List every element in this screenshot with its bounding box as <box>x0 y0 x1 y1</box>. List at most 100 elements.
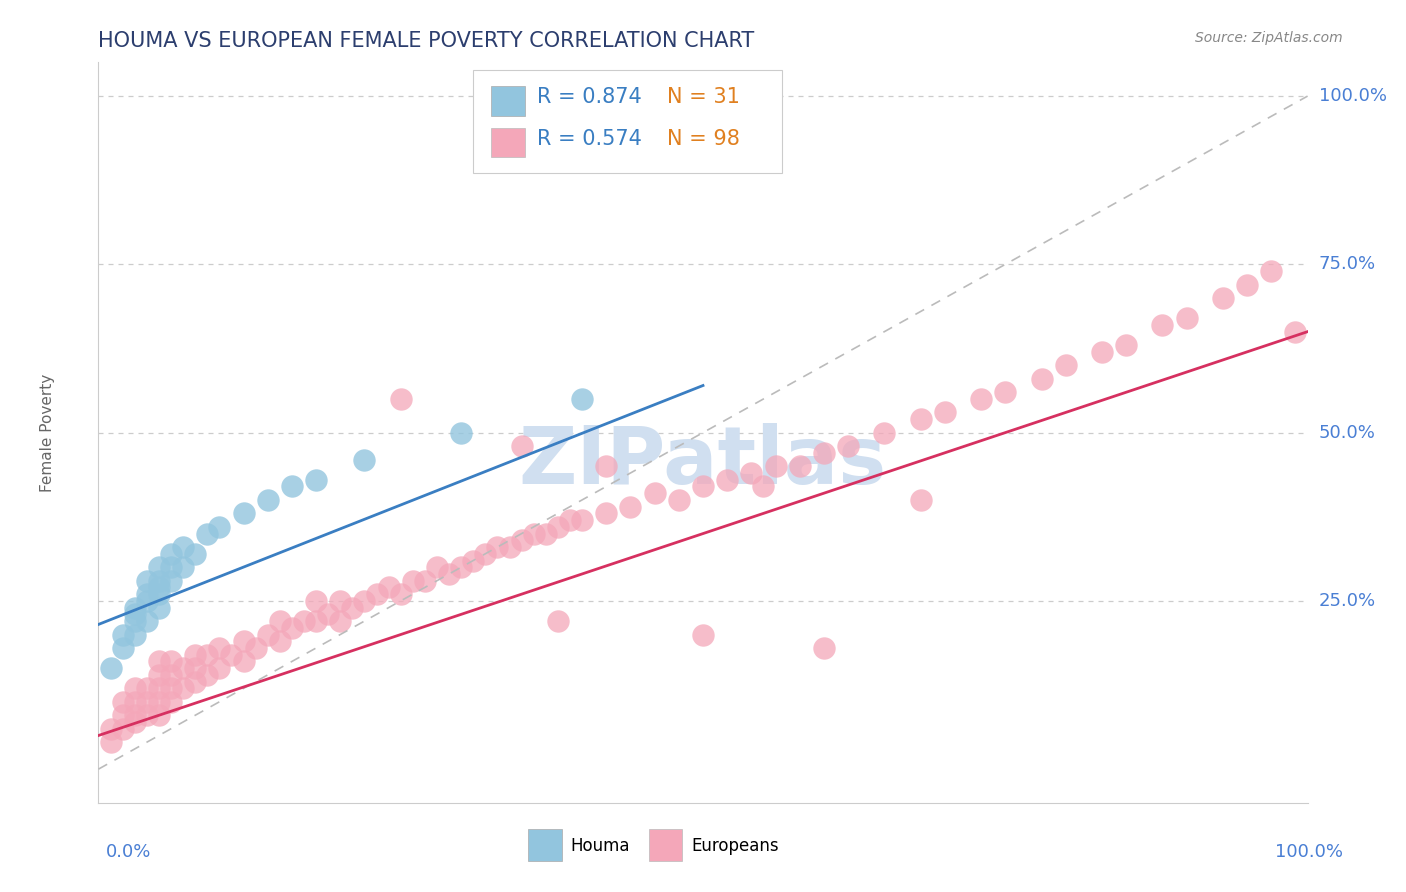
Point <box>1054 359 1077 373</box>
Point <box>305 594 328 608</box>
Point <box>510 439 533 453</box>
Point <box>124 627 146 641</box>
Point <box>148 695 170 709</box>
Point <box>316 607 339 622</box>
Point <box>571 513 593 527</box>
Point <box>184 547 207 561</box>
Point <box>195 668 218 682</box>
Point <box>523 526 546 541</box>
Point <box>305 614 328 628</box>
Point <box>389 392 412 406</box>
Point <box>281 621 304 635</box>
Point <box>716 473 738 487</box>
Point <box>269 614 291 628</box>
Point <box>256 627 278 641</box>
Text: 0.0%: 0.0% <box>105 843 150 861</box>
Point <box>160 681 183 696</box>
Point <box>1236 277 1258 292</box>
Point <box>377 581 399 595</box>
Point <box>547 614 569 628</box>
Text: R = 0.574: R = 0.574 <box>537 128 643 149</box>
Point <box>135 681 157 696</box>
Point <box>1091 344 1114 359</box>
Point <box>208 661 231 675</box>
Text: 75.0%: 75.0% <box>1319 255 1376 273</box>
Point <box>813 446 835 460</box>
Point <box>402 574 425 588</box>
Point <box>619 500 641 514</box>
Text: N = 98: N = 98 <box>666 128 740 149</box>
Point <box>221 648 243 662</box>
Bar <box>648 830 682 861</box>
Point <box>1031 372 1053 386</box>
Point <box>837 439 859 453</box>
Point <box>172 681 194 696</box>
Point <box>413 574 436 588</box>
FancyBboxPatch shape <box>474 70 782 173</box>
Point <box>195 648 218 662</box>
Point <box>148 708 170 723</box>
Point <box>232 507 254 521</box>
Text: Europeans: Europeans <box>690 837 779 855</box>
Point <box>789 459 811 474</box>
Point <box>558 513 581 527</box>
Bar <box>527 830 561 861</box>
Point <box>160 547 183 561</box>
Point <box>437 566 460 581</box>
Text: R = 0.874: R = 0.874 <box>537 87 643 107</box>
Point <box>148 560 170 574</box>
Text: 100.0%: 100.0% <box>1319 87 1386 105</box>
Point <box>353 594 375 608</box>
Point <box>184 674 207 689</box>
Point <box>245 640 267 655</box>
Text: ZIPatlas: ZIPatlas <box>519 423 887 501</box>
Point <box>111 640 134 655</box>
Point <box>910 412 932 426</box>
Point <box>934 405 956 419</box>
Point <box>668 492 690 507</box>
Point <box>124 600 146 615</box>
Point <box>1260 264 1282 278</box>
Point <box>172 560 194 574</box>
Text: HOUMA VS EUROPEAN FEMALE POVERTY CORRELATION CHART: HOUMA VS EUROPEAN FEMALE POVERTY CORRELA… <box>98 31 755 51</box>
Point <box>135 695 157 709</box>
Point <box>486 540 509 554</box>
Point <box>124 607 146 622</box>
Point <box>135 587 157 601</box>
Text: 25.0%: 25.0% <box>1319 592 1376 610</box>
Point <box>100 722 122 736</box>
Point <box>910 492 932 507</box>
Text: N = 31: N = 31 <box>666 87 740 107</box>
Point <box>595 507 617 521</box>
Bar <box>492 87 526 116</box>
Point <box>389 587 412 601</box>
Point <box>148 587 170 601</box>
Point <box>208 640 231 655</box>
Text: 50.0%: 50.0% <box>1319 424 1375 442</box>
Point <box>195 526 218 541</box>
Point <box>1152 318 1174 332</box>
Point <box>752 479 775 493</box>
Point <box>160 655 183 669</box>
Text: 100.0%: 100.0% <box>1275 843 1343 861</box>
Point <box>426 560 449 574</box>
Point <box>111 708 134 723</box>
Point <box>124 695 146 709</box>
Point <box>135 574 157 588</box>
Point <box>644 486 666 500</box>
Text: Houma: Houma <box>569 837 630 855</box>
Point <box>450 425 472 440</box>
Point <box>366 587 388 601</box>
Point <box>970 392 993 406</box>
Point <box>232 655 254 669</box>
Point <box>184 661 207 675</box>
Point <box>135 594 157 608</box>
Point <box>148 655 170 669</box>
Point <box>474 547 496 561</box>
Point <box>292 614 315 628</box>
Point <box>100 735 122 749</box>
Point <box>353 452 375 467</box>
Point <box>692 479 714 493</box>
Text: Source: ZipAtlas.com: Source: ZipAtlas.com <box>1195 31 1343 45</box>
Point <box>124 708 146 723</box>
